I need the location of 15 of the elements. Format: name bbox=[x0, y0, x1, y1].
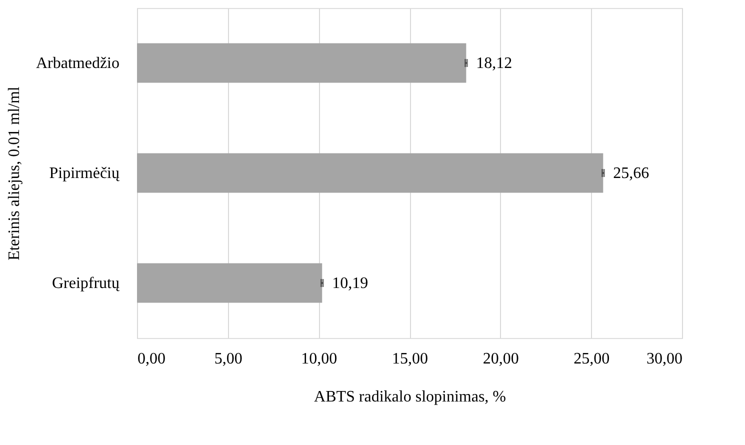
y-tick-label: Greipfrutų bbox=[52, 275, 120, 292]
y-tick-label: Arbatmedžio bbox=[36, 55, 120, 72]
x-tick-label: 15,00 bbox=[392, 350, 428, 368]
y-axis-title: Eterinis aliejus, 0.01 ml/ml bbox=[6, 86, 23, 260]
x-tick-label: 5,00 bbox=[214, 350, 242, 368]
x-tick-label: 20,00 bbox=[482, 350, 519, 368]
x-axis-title: ABTS radikalo slopinimas, % bbox=[314, 388, 506, 406]
x-tick-label: 0,00 bbox=[138, 350, 166, 368]
data-label: 25,66 bbox=[613, 165, 650, 182]
x-tick-label: 30,00 bbox=[646, 350, 682, 368]
data-label: 10,19 bbox=[332, 275, 368, 292]
y-tick-label: Pipirmėčių bbox=[49, 165, 120, 182]
x-tick-label: 25,00 bbox=[574, 350, 610, 368]
x-tick-label: 10,00 bbox=[301, 350, 338, 368]
data-label: 18,12 bbox=[476, 55, 512, 72]
